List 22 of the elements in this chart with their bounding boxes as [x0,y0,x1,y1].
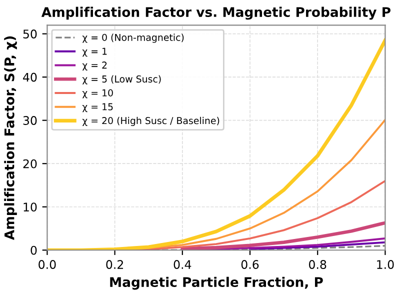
y-tick-label: 50 [23,30,37,38]
y-tick-label: 30 [23,116,37,125]
x-tick-label: 0.0 [38,260,56,269]
y-tick-label: 40 [23,72,37,82]
y-tick-label: 20 [23,159,37,168]
x-tick-label: 1.0 [377,260,394,269]
x-axis-title: Magnetic Particle Fraction, P [110,276,323,290]
legend-label: χ = 15 [82,103,113,112]
legend-label: χ = 10 [82,89,113,98]
legend-label: χ = 20 (High Susc / Baseline) [82,116,220,126]
x-tick-label: 0.4 [174,260,192,269]
y-tick-label: 0 [30,246,37,255]
x-tick-label: 0.2 [106,260,124,269]
x-tick-label: 0.6 [241,260,259,269]
chart-title: Amplification Factor vs. Magnetic Probability P [41,6,390,20]
y-tick-label: 10 [24,202,37,212]
legend-label: χ = 2 [82,62,107,71]
legend-label: χ = 0 (Non-magnetic) [82,34,184,43]
x-tick-label: 0.8 [308,260,326,269]
legend-label: χ = 5 (Low Susc) [82,75,161,84]
legend-label: χ = 1 [82,48,107,57]
y-axis-title: Amplification Factor, S(P, χ) [4,36,17,240]
